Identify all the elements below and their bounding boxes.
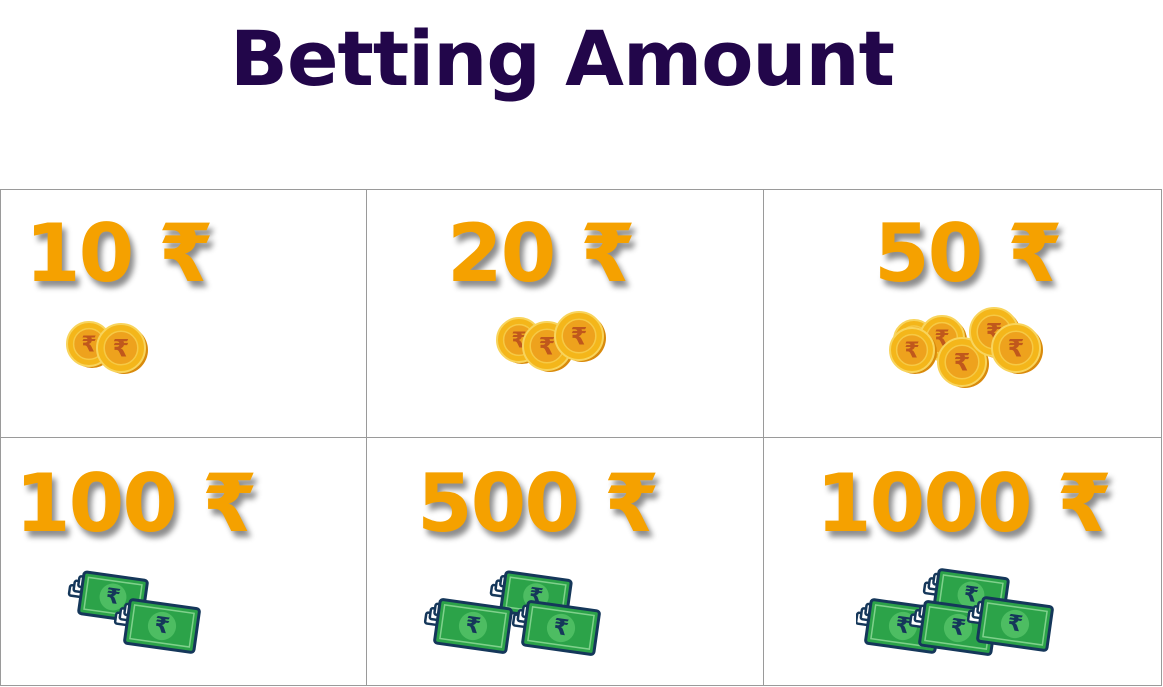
svg-text:₹: ₹ (552, 615, 571, 642)
grid-border-right (1161, 189, 1162, 686)
svg-text:₹: ₹ (894, 613, 913, 640)
bet-option-50[interactable]: 50 ₹ ₹₹₹₹₹₹ (764, 190, 1161, 437)
rupee-coin: ₹ (937, 337, 989, 388)
rupee-coin: ₹ (889, 327, 937, 374)
svg-text:₹: ₹ (153, 613, 172, 640)
grid-divider-2 (763, 189, 764, 686)
svg-text:₹: ₹ (1008, 334, 1025, 362)
bet-amount-label: 10 ₹ (25, 207, 214, 300)
betting-amount-grid: 10 ₹ ₹₹ 20 ₹ ₹₹₹ 50 ₹ ₹₹₹₹₹₹ 100 ₹ ₹₹ 50… (0, 189, 1162, 686)
bet-option-10[interactable]: 10 ₹ ₹ ₹ (1, 190, 366, 437)
banknote: ₹ (67, 570, 149, 624)
grid-border-top (0, 189, 1162, 190)
rupee-coin: ₹ (96, 323, 148, 374)
svg-text:₹: ₹ (113, 334, 130, 362)
bet-amount-label: 50 ₹ (874, 207, 1063, 300)
svg-text:₹: ₹ (571, 322, 588, 350)
grid-border-bottom (0, 685, 1162, 686)
svg-text:₹: ₹ (104, 583, 122, 609)
svg-text:₹: ₹ (539, 332, 556, 360)
bet-option-500[interactable]: 500 ₹ ₹ ₹ ₹ (367, 438, 763, 685)
banknote: ₹ (511, 600, 601, 656)
svg-text:₹: ₹ (1006, 611, 1025, 638)
banknote: ₹ (423, 598, 513, 654)
grid-border-left (0, 189, 1, 686)
svg-text:₹: ₹ (962, 581, 980, 607)
banknotes-icon: ₹₹ ₹ (423, 570, 601, 656)
svg-text:₹: ₹ (954, 348, 971, 376)
coins-icon: ₹ ₹ (66, 321, 148, 374)
banknote: ₹ (922, 568, 1010, 622)
page-title: Betting Amount (230, 14, 895, 103)
bet-amount-label: 1000 ₹ (816, 457, 1112, 550)
bet-option-1000[interactable]: 1000 ₹ ₹ ₹ ₹ ₹ (764, 438, 1161, 685)
bet-amount-label: 20 ₹ (447, 207, 636, 300)
banknote: ₹ (113, 598, 201, 654)
svg-text:₹: ₹ (464, 613, 483, 640)
svg-text:₹: ₹ (81, 333, 96, 358)
banknotes-icon: ₹₹ (67, 570, 201, 654)
bet-amount-label: 100 ₹ (15, 457, 258, 550)
grid-divider-middle (0, 437, 1162, 438)
banknote: ₹ (908, 600, 998, 656)
svg-text:₹: ₹ (949, 615, 968, 642)
bet-option-100[interactable]: 100 ₹ ₹ ₹ (1, 438, 366, 685)
bet-option-20[interactable]: 20 ₹ ₹ ₹ ₹ (367, 190, 763, 437)
coins-icon: ₹₹₹₹₹₹ (889, 307, 1043, 388)
grid-divider-1 (366, 189, 367, 686)
rupee-coin: ₹ (991, 323, 1043, 374)
banknote: ₹ (966, 596, 1054, 652)
banknotes-icon: ₹ ₹ ₹ ₹ (856, 568, 1054, 656)
svg-text:₹: ₹ (904, 339, 919, 364)
bet-amount-label: 500 ₹ (417, 457, 660, 550)
rupee-coin: ₹ (554, 311, 606, 362)
coins-icon: ₹ ₹ ₹ (496, 311, 606, 372)
